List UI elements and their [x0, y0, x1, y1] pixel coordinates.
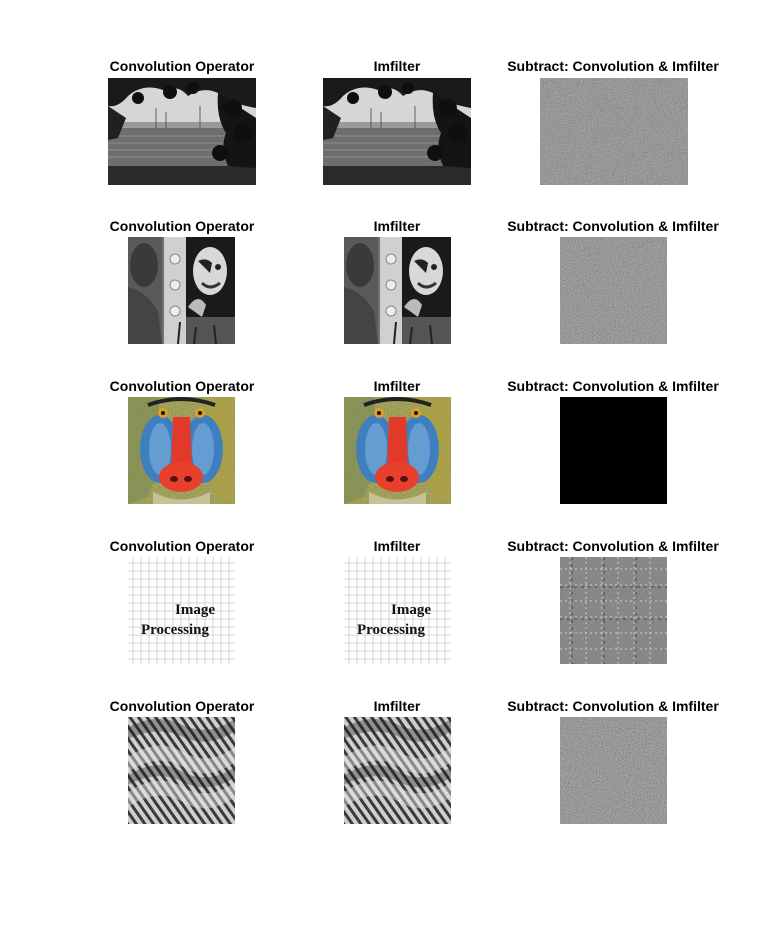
harbor-difference-image	[540, 78, 688, 185]
panel-title-r4-c1: Convolution Operator	[109, 538, 255, 554]
panel-title-r4-c2: Imfilter	[373, 538, 421, 554]
panel-title-r5-c1: Convolution Operator	[109, 698, 255, 714]
panel-title-r3-c2: Imfilter	[373, 378, 421, 394]
panel-title-r4-c3: Subtract: Convolution & Imfilter	[507, 538, 719, 554]
clown-difference-image	[560, 237, 667, 344]
text-grid-difference-image	[560, 557, 667, 664]
panel-title-r1-c2: Imfilter	[373, 58, 421, 74]
panel-title-r5-c3: Subtract: Convolution & Imfilter	[507, 698, 719, 714]
text-grid-imfilter-image: Image Processing	[344, 557, 451, 664]
panel-title-r5-c2: Imfilter	[373, 698, 421, 714]
harbor-imfilter-image	[323, 78, 471, 185]
stripes-convolution-image	[128, 717, 235, 824]
image-word: Image	[391, 602, 431, 618]
text-grid-convolution-image: Image Processing	[128, 557, 235, 664]
panel-title-r2-c1: Convolution Operator	[109, 218, 255, 234]
image-word: Image	[175, 602, 215, 618]
mandrill-convolution-image	[128, 397, 235, 504]
processing-word: Processing	[357, 622, 426, 638]
processing-word: Processing	[141, 622, 210, 638]
mandrill-difference-image	[560, 397, 667, 504]
clown-imfilter-image	[344, 237, 451, 344]
clown-convolution-image	[128, 237, 235, 344]
stripes-difference-image	[560, 717, 667, 824]
harbor-convolution-image	[108, 78, 256, 185]
panel-title-r1-c1: Convolution Operator	[109, 58, 255, 74]
panel-title-r1-c3: Subtract: Convolution & Imfilter	[507, 58, 719, 74]
mandrill-imfilter-image	[344, 397, 451, 504]
panel-title-r2-c3: Subtract: Convolution & Imfilter	[507, 218, 719, 234]
panel-title-r3-c3: Subtract: Convolution & Imfilter	[507, 378, 719, 394]
stripes-imfilter-image	[344, 717, 451, 824]
panel-title-r3-c1: Convolution Operator	[109, 378, 255, 394]
panel-title-r2-c2: Imfilter	[373, 218, 421, 234]
